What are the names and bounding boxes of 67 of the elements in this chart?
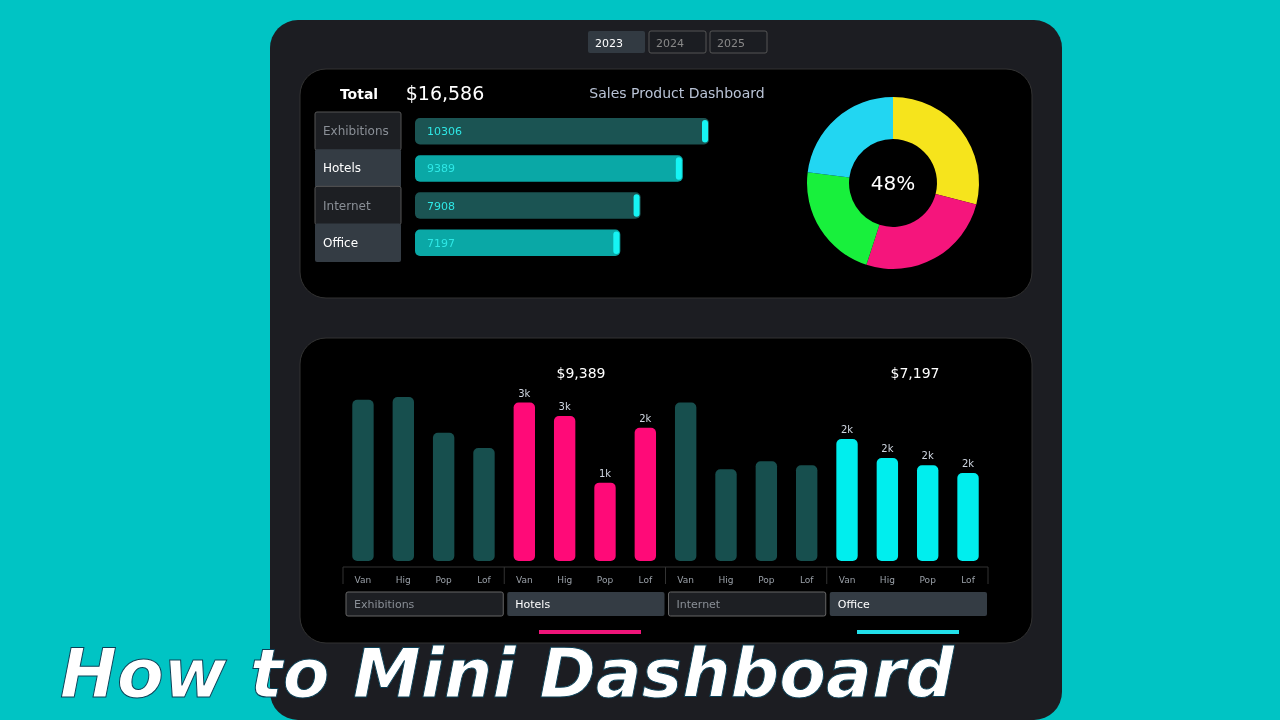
x-tick-label: Hig (557, 575, 573, 585)
data-label: 2k (881, 443, 894, 455)
bar (415, 118, 709, 145)
x-tick-label: Pop (758, 575, 775, 585)
x-tick-label: Pop (596, 575, 614, 585)
y-tick-label: Office (323, 235, 359, 250)
text: 2024 (656, 37, 684, 50)
data-label: 2k (639, 412, 652, 424)
text: $7,197 (890, 365, 940, 381)
text: Internet (676, 598, 721, 611)
bar (513, 402, 536, 561)
x-tick-label: Lof (961, 575, 976, 585)
bar (415, 155, 683, 182)
bar (553, 416, 576, 561)
donut-slice (807, 97, 893, 178)
bar (432, 432, 455, 561)
bar (392, 397, 414, 561)
y-tick-label: Exhibitions (323, 124, 389, 139)
bar (795, 465, 818, 561)
data-label: 7197 (427, 236, 455, 250)
text: 2023 (595, 37, 623, 50)
bar (836, 438, 858, 561)
bar (674, 402, 697, 561)
data-label: 2k (840, 423, 854, 435)
text: Hotels (515, 598, 551, 611)
y-tick-label: Hotels (323, 161, 362, 176)
x-tick-label: Pop (919, 575, 937, 585)
text: 48% (870, 171, 916, 195)
bar (917, 465, 939, 561)
bar (473, 447, 495, 561)
x-tick-label: Pop (435, 575, 453, 585)
x-tick-label: Van (838, 575, 856, 585)
bar (352, 399, 374, 561)
donut-slice (866, 193, 977, 269)
text: Office (837, 598, 871, 611)
bar (415, 229, 621, 256)
bar (876, 458, 899, 561)
x-tick-label: Lof (638, 575, 653, 585)
data-label: 3k (518, 387, 531, 399)
x-tick-label: Van (677, 575, 695, 585)
chart-title: Sales Product Dashboard (589, 85, 765, 101)
data-label: 2k (961, 458, 975, 470)
x-tick-label: Van (354, 575, 372, 585)
x-tick-label: Van (515, 575, 533, 585)
text: $16,586 (405, 82, 485, 104)
data-label: 3k (558, 401, 571, 413)
x-tick-label: Lof (477, 575, 492, 585)
bar (715, 469, 737, 561)
x-tick-label: Hig (879, 575, 895, 585)
bar (594, 482, 616, 561)
bar (415, 192, 641, 219)
data-label: 9389 (427, 162, 455, 176)
data-label: 1k (598, 467, 612, 479)
bar (957, 473, 979, 561)
y-tick-label: Internet (323, 198, 371, 213)
text: Exhibitions (354, 598, 415, 611)
x-tick-label: Lof (799, 575, 815, 585)
data-label: 7908 (427, 199, 455, 213)
data-label: 10306 (427, 125, 462, 139)
data-label: 2k (921, 450, 934, 462)
x-tick-label: Hig (718, 575, 734, 585)
bar (755, 461, 778, 561)
text: $9,389 (556, 365, 606, 381)
text: Total (339, 86, 379, 102)
text: 2025 (717, 37, 745, 50)
bar (634, 427, 657, 561)
x-tick-label: Hig (395, 575, 411, 585)
